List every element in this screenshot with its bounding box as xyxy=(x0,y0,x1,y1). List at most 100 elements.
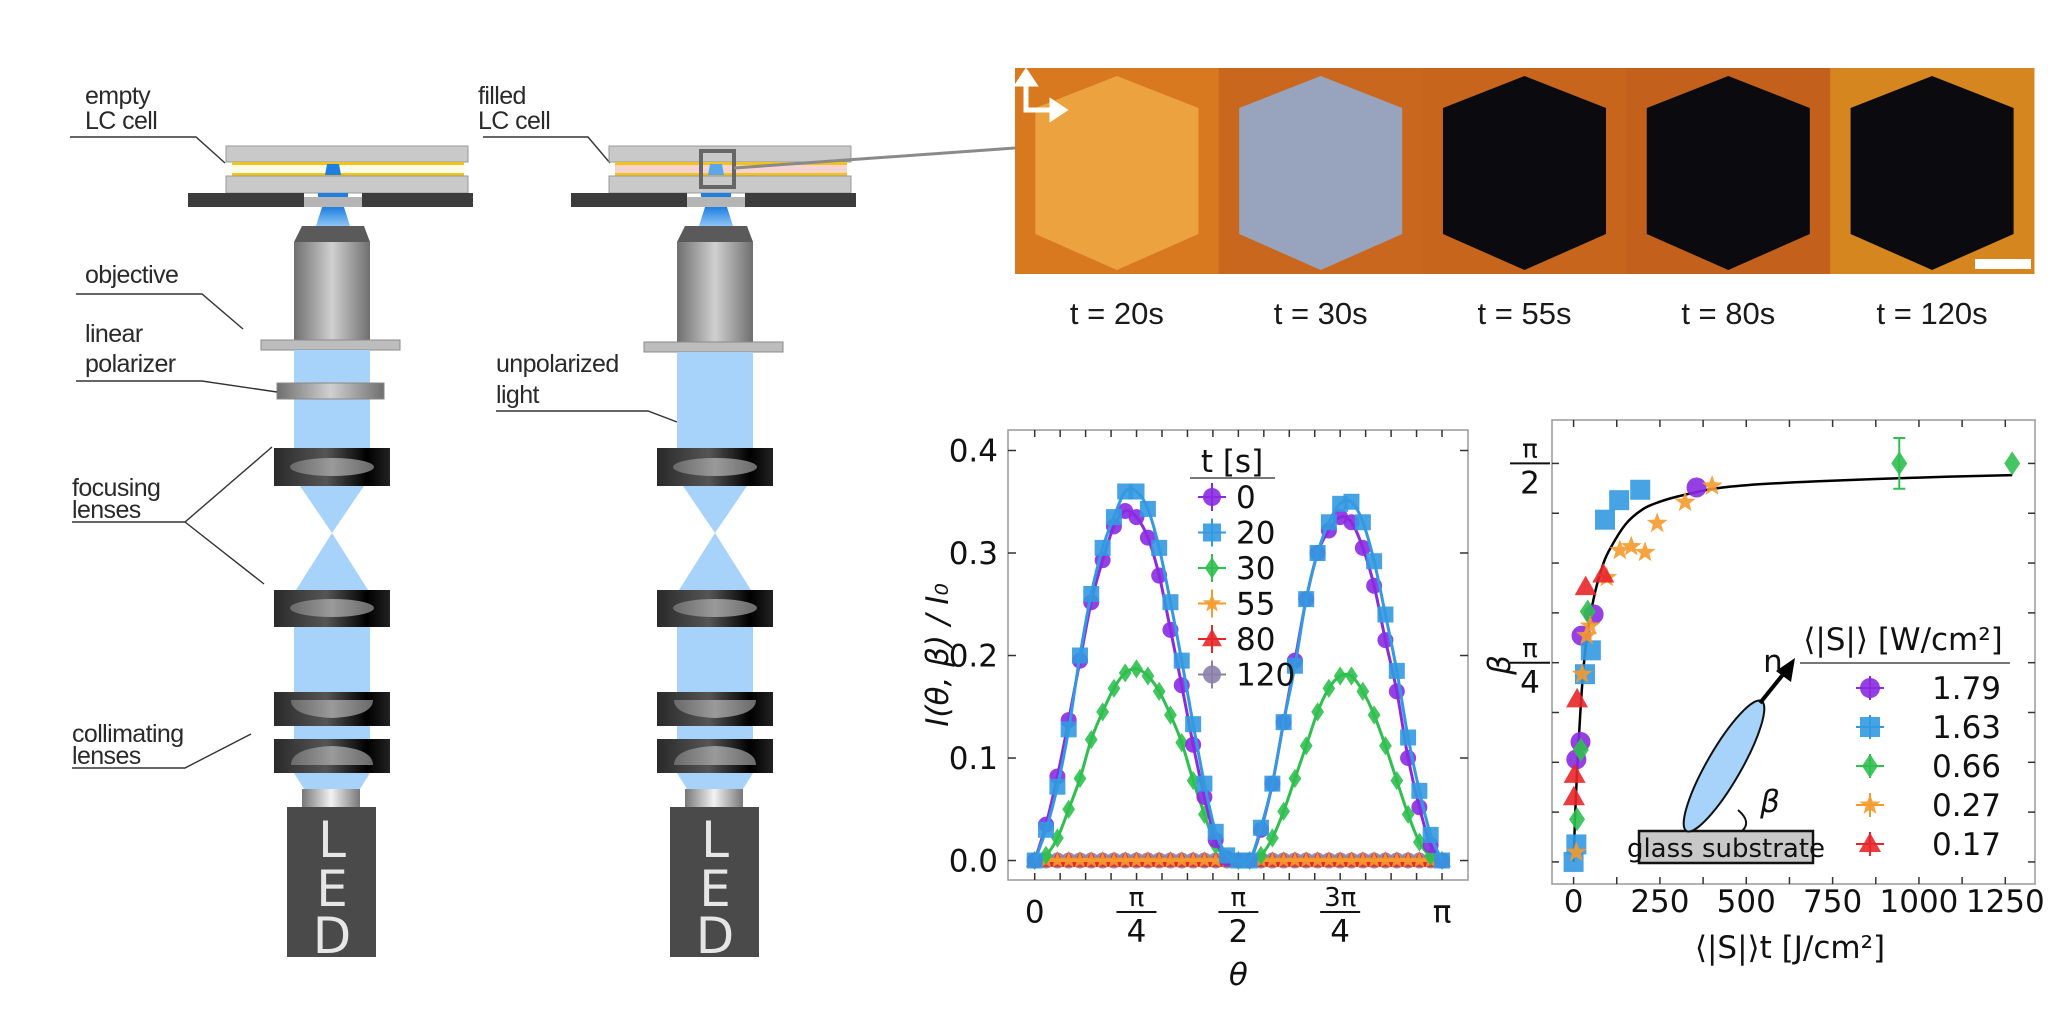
data-point xyxy=(1609,539,1631,560)
time-label: t = 120s xyxy=(1877,296,1988,331)
legend-entry: 0.17 xyxy=(1856,827,2001,863)
data-point xyxy=(1574,575,1597,596)
hexagonal-cell xyxy=(1239,76,1403,270)
lens-glass xyxy=(673,599,757,617)
top-glass-slide xyxy=(225,145,469,163)
bottom-glass-slide xyxy=(225,175,469,194)
y-tick-label-denominator: 4 xyxy=(1520,665,1540,701)
legend-entry: 20 xyxy=(1198,516,1275,552)
objective-cap xyxy=(677,226,753,242)
legend-label: 0 xyxy=(1236,480,1256,516)
setup-unpolarized: L E D xyxy=(571,145,856,965)
y-tick-label-denominator: 2 xyxy=(1520,465,1540,501)
data-point xyxy=(1595,509,1616,530)
crossed-polarizers-arrows-icon xyxy=(1013,67,1069,123)
legend-entry: 120 xyxy=(1198,658,1295,694)
micrograph-frame xyxy=(1830,68,2035,274)
series-20 xyxy=(1026,483,1451,869)
converging-beam xyxy=(683,486,747,533)
y-axis-label: β xyxy=(1482,655,1518,676)
data-point xyxy=(1576,624,1598,645)
data-point xyxy=(1579,615,1601,635)
legend-label: 55 xyxy=(1236,587,1275,623)
legend: ⟨|S|⟩ [W/cm²] 1.791.630.660.270.17 xyxy=(1800,622,2010,863)
legend-label: 0.66 xyxy=(1932,749,2001,785)
x-axis-label: θ xyxy=(1229,957,1248,993)
data-point xyxy=(1571,663,1593,684)
data-point xyxy=(1620,535,1642,556)
setup-polarized: L E D xyxy=(188,145,473,965)
label-objective: objective xyxy=(85,261,178,289)
lens-glass xyxy=(674,700,756,718)
label-empty-cell: empty xyxy=(85,82,151,110)
diverging-beam xyxy=(679,533,751,590)
objective-cap xyxy=(294,226,370,242)
y-tick-label: 0.2 xyxy=(949,639,998,675)
x-tick-label-numerator: π xyxy=(1129,883,1145,913)
y-tick-label-numerator: π xyxy=(1522,634,1538,664)
glass-substrate xyxy=(1637,829,1815,865)
led-letter: L xyxy=(701,811,729,869)
converging-beam xyxy=(300,486,364,533)
time-label: t = 30s xyxy=(1274,296,1368,331)
arrow-head-right xyxy=(1049,97,1069,123)
scale-bar xyxy=(1975,259,2031,269)
diverging-beam xyxy=(296,533,368,590)
label-unpolarized-light: unpolarized xyxy=(496,350,619,378)
y-tick-label: 0.0 xyxy=(949,844,998,880)
legend-label: 120 xyxy=(1236,658,1295,694)
x-tick-label-denominator: 4 xyxy=(1330,914,1350,950)
x-tick-label-denominator: 4 xyxy=(1127,914,1147,950)
x-tick-label-denominator: 2 xyxy=(1229,914,1249,950)
objective-body xyxy=(294,242,370,340)
stage-aperture xyxy=(687,197,745,207)
data-point xyxy=(1580,640,1601,661)
data-point xyxy=(1566,687,1589,708)
lens-glass xyxy=(290,458,374,476)
label-focusing-lenses: focusing xyxy=(72,474,160,502)
glass-substrate-label: glass substrate xyxy=(1627,834,1825,864)
spacer-bottom xyxy=(615,173,847,176)
director-inset: glass substrate β n xyxy=(1627,644,1825,865)
legend-label: 30 xyxy=(1236,551,1275,587)
data-point xyxy=(1634,541,1656,562)
lc-filled-layer xyxy=(615,165,847,173)
data-point xyxy=(1563,763,1586,783)
legend-label: 0.27 xyxy=(1932,788,2001,824)
x-tick-label-numerator: 3π xyxy=(1324,883,1356,913)
legend-entry: 1.79 xyxy=(1856,671,2001,707)
hexagonal-cell xyxy=(1442,76,1607,270)
legend-marker xyxy=(1862,754,1878,778)
legend-label: 20 xyxy=(1236,516,1275,552)
label-filled-cell: filled xyxy=(478,82,526,110)
leader-line xyxy=(70,136,226,164)
lens-glass xyxy=(291,746,373,765)
data-point xyxy=(1891,451,1908,476)
objective-flange xyxy=(643,341,784,353)
time-label: t = 20s xyxy=(1070,296,1164,331)
leader-line xyxy=(76,380,278,393)
label-polarizer: linear xyxy=(85,320,143,348)
legend-title: ⟨|S|⟩ [W/cm²] xyxy=(1803,622,2003,658)
led-box xyxy=(287,807,376,957)
data-point xyxy=(1674,491,1696,512)
angle-arc xyxy=(1737,809,1748,832)
spacer-bottom xyxy=(232,173,464,176)
arrow-head-up xyxy=(1013,67,1039,87)
data-point xyxy=(1630,479,1651,500)
data-point xyxy=(1592,562,1615,583)
objective-body xyxy=(677,242,753,342)
label-collimating-lenses: collimating xyxy=(72,720,184,748)
legend-entry: 0 xyxy=(1198,480,1256,516)
legend-marker xyxy=(1203,523,1221,542)
legend-entry: 0.66 xyxy=(1856,749,2001,785)
led-letter: E xyxy=(316,860,348,918)
data-point xyxy=(1609,490,1630,511)
data-point xyxy=(1434,852,1451,869)
legend-label: 0.17 xyxy=(1932,827,2001,863)
led-neck xyxy=(685,789,743,807)
y-tick-label: 0.4 xyxy=(949,434,998,470)
legend-label: 80 xyxy=(1236,622,1275,658)
light-beam xyxy=(677,352,753,448)
